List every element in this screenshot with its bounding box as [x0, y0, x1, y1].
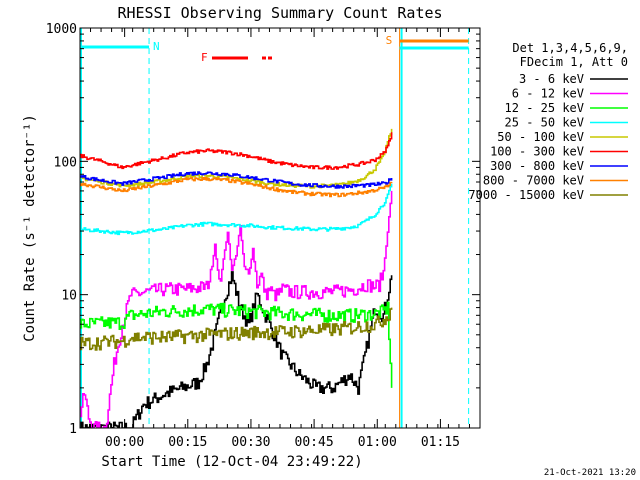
x-tick-label: 00:00 [105, 435, 144, 450]
legend-entry-label: 300 - 800 keV [490, 159, 584, 173]
x-tick-label: 01:00 [358, 435, 397, 450]
x-tick-label: 01:15 [421, 435, 460, 450]
y-axis: 1 10 100 1000 [46, 22, 480, 437]
night-label: N [153, 40, 160, 53]
series-line [80, 128, 393, 189]
legend-entry-label: 800 - 7000 keV [483, 174, 584, 188]
series-line [80, 171, 393, 189]
series-line [80, 190, 393, 428]
legend-entry-label: 3 - 6 keV [519, 72, 584, 86]
series-line [80, 271, 393, 428]
y-tick-label: 1 [69, 422, 77, 437]
series-line [80, 307, 393, 351]
x-tick-label: 00:45 [295, 435, 334, 450]
legend-entry-label: 25 - 50 keV [505, 116, 584, 130]
x-axis: 00:00 00:15 00:30 00:45 01:00 01:15 [79, 28, 481, 450]
legend-header-line-1: Det 1,3,4,5,6,9, [512, 41, 628, 55]
series-line [80, 183, 393, 236]
saa-label: S [386, 34, 393, 47]
legend-entry-label: 7000 - 15000 keV [468, 188, 584, 202]
y-tick-label: 1000 [46, 22, 77, 37]
timestamp-label: 21-Oct-2021 13:20 [544, 468, 636, 478]
flare-label: F [201, 51, 208, 64]
legend-header-line-2: FDecim 1, Att 0 [520, 55, 628, 69]
legend-entry-label: 6 - 12 keV [512, 87, 584, 101]
legend: Det 1,3,4,5,6,9, FDecim 1, Att 0 3 - 6 k… [468, 41, 628, 202]
chart-title: RHESSI Observing Summary Count Rates [117, 4, 442, 22]
legend-entry-label: 50 - 100 keV [497, 130, 584, 144]
annotations-layer: N F S [80, 28, 470, 428]
legend-entry-label: 12 - 25 keV [505, 101, 584, 115]
y-axis-label: Count Rate (s⁻¹ detector⁻¹) [22, 114, 38, 342]
y-tick-label: 100 [54, 155, 77, 170]
x-tick-label: 00:30 [231, 435, 270, 450]
series-line [80, 176, 393, 198]
x-axis-label: Start Time (12-Oct-04 23:49:22) [101, 454, 362, 470]
x-tick-label: 00:15 [168, 435, 207, 450]
series-line [80, 132, 393, 170]
series-layer [80, 128, 393, 428]
series-line [80, 301, 393, 388]
legend-entry-label: 100 - 300 keV [490, 145, 584, 159]
y-tick-label: 10 [61, 289, 77, 304]
